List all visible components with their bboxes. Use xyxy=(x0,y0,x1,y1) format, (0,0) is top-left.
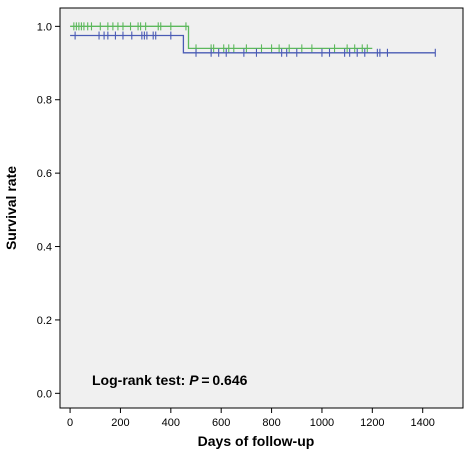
annotation-p-value: = 0.646 xyxy=(199,372,248,388)
y-tick-label: 0.6 xyxy=(37,168,52,180)
log-rank-annotation: Log-rank test: P = 0.646 xyxy=(92,372,248,388)
x-axis-title: Days of follow-up xyxy=(198,433,315,449)
x-tick-label: 400 xyxy=(162,417,180,429)
y-axis-title: Survival rate xyxy=(3,166,19,250)
x-tick-label: 800 xyxy=(262,417,280,429)
x-tick-label: 200 xyxy=(111,417,129,429)
x-tick-label: 1400 xyxy=(410,417,434,429)
series-layer xyxy=(70,22,436,57)
annotation-p-symbol: P xyxy=(189,372,199,388)
x-tick-label: 600 xyxy=(212,417,230,429)
x-tick-label: 1000 xyxy=(310,417,334,429)
y-tick-label: 1.0 xyxy=(37,21,52,33)
y-axis: 0.0 0.2 0.4 0.6 0.8 1.0 xyxy=(37,21,60,400)
annotation-prefix: Log-rank test: xyxy=(92,372,189,388)
x-tick-label: 1200 xyxy=(360,417,384,429)
y-tick-label: 0.8 xyxy=(37,95,52,107)
plot-area xyxy=(59,7,464,409)
survival-curve-2 xyxy=(70,34,436,54)
y-tick-label: 0.2 xyxy=(37,315,52,327)
x-axis: 0 200 400 600 800 1000 1200 1400 xyxy=(67,408,435,429)
x-tick-label: 0 xyxy=(67,417,73,429)
y-tick-label: 0.4 xyxy=(37,242,52,254)
survival-curve-1 xyxy=(70,25,373,50)
y-tick-label: 0.0 xyxy=(37,388,52,400)
